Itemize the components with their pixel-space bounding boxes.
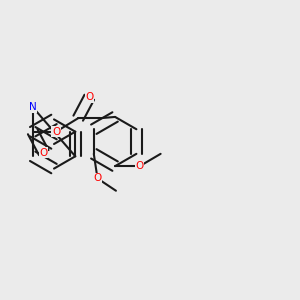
Text: O: O — [93, 173, 102, 183]
Text: O: O — [85, 92, 93, 102]
Text: N: N — [29, 102, 37, 112]
Text: O: O — [52, 127, 60, 137]
Text: O: O — [136, 161, 144, 171]
Text: O: O — [40, 148, 48, 158]
